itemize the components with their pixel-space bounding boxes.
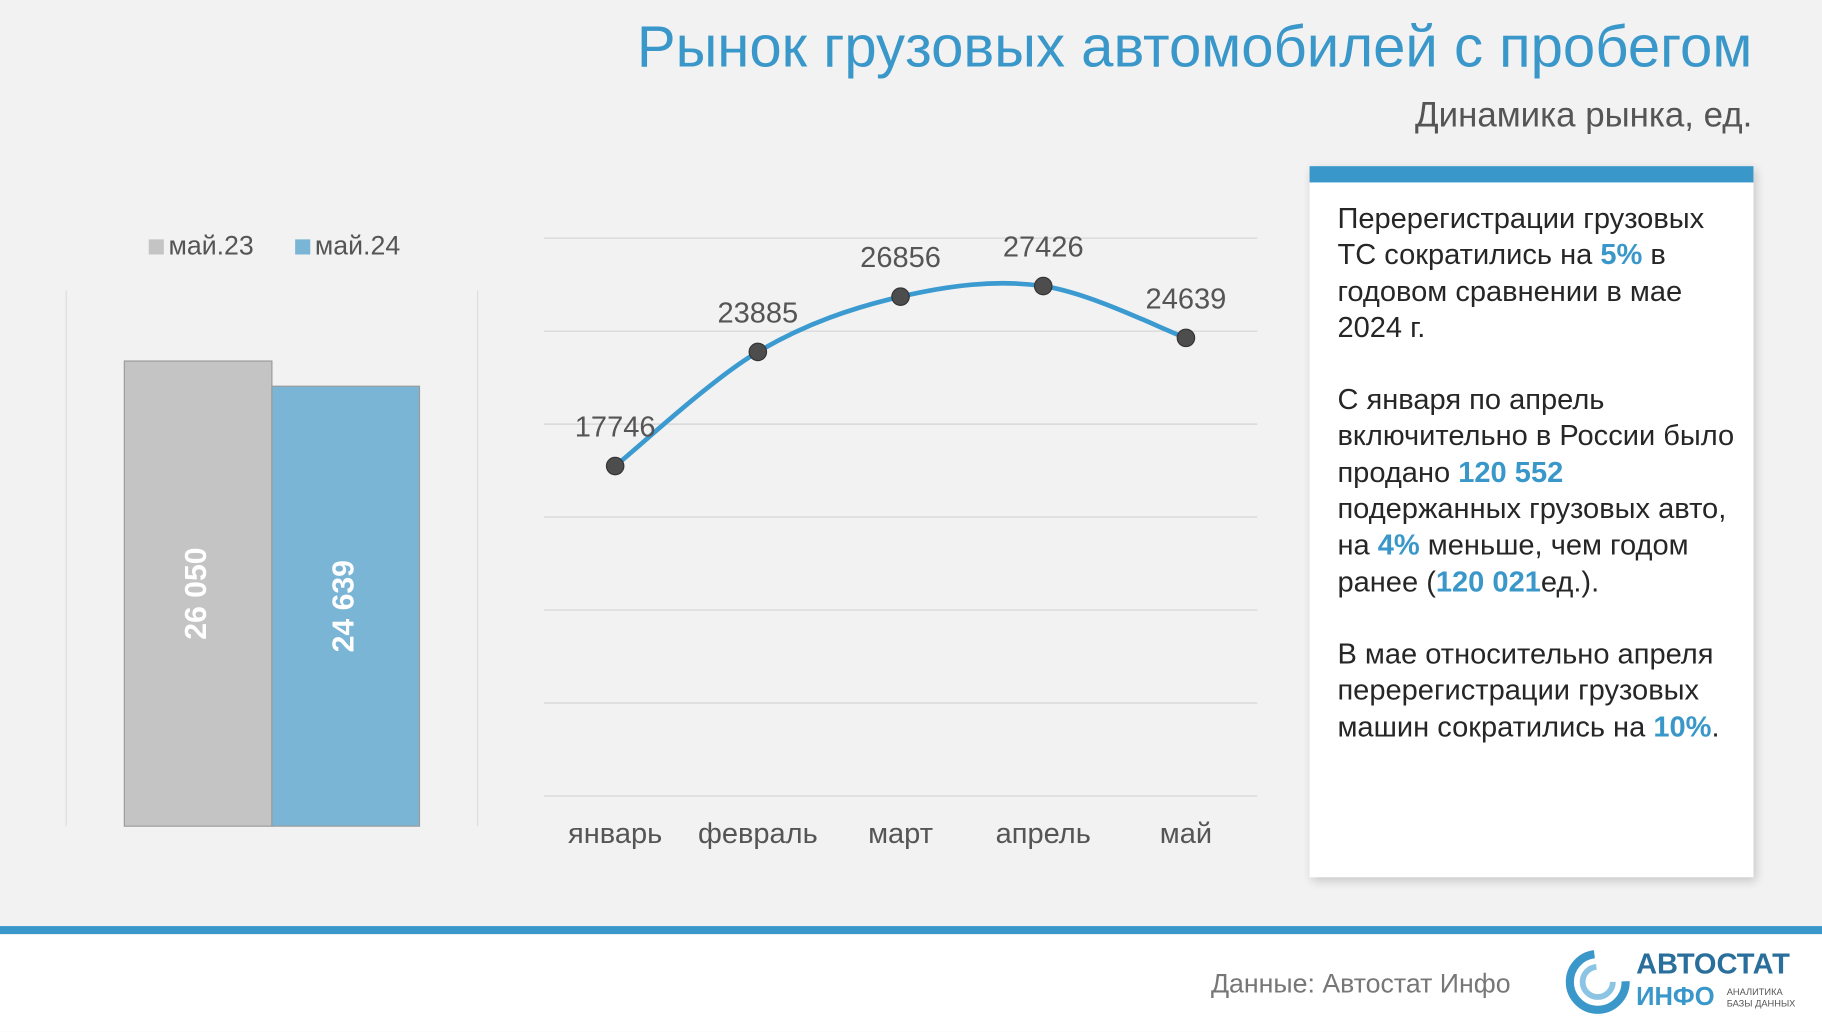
point <box>748 342 768 362</box>
logo-sub: ИНФО <box>1636 983 1715 1011</box>
sidebar-text: Перерегистрации грузовых ТС сократились … <box>1337 201 1746 782</box>
point <box>1033 276 1053 296</box>
text: В мае относительно апреля перерегистраци… <box>1337 637 1714 744</box>
bar-value-label: 24 639 <box>328 560 361 652</box>
text: меньше, чем годом ранее ( <box>1337 529 1689 599</box>
sidebar: Перерегистрации грузовых ТС сократились … <box>1309 166 1754 878</box>
line <box>613 280 1187 468</box>
logo-tagline: АНАЛИТИКА <box>1727 987 1784 997</box>
point-value-label: 26856 <box>860 242 941 274</box>
point-value-label: 27426 <box>1003 232 1084 264</box>
footer-band <box>0 934 1822 1032</box>
highlight: 4% <box>1377 529 1420 562</box>
logo-name: АВТОСТАТ <box>1636 948 1790 980</box>
paragraph: Перерегистрации грузовых ТС сократились … <box>1337 201 1746 346</box>
text: ед.). <box>1540 565 1600 599</box>
bar <box>123 360 273 827</box>
subtitle: Динамика рынка, ед. <box>1415 96 1752 135</box>
logo-ring-inner <box>1579 963 1616 1000</box>
bar <box>271 385 421 827</box>
x-tick-label: апрель <box>996 818 1091 850</box>
sidebar-accent-bar <box>1309 166 1754 183</box>
highlight: 5% <box>1600 238 1643 272</box>
legend-label: май.23 <box>168 231 253 261</box>
point-value-label: 17746 <box>575 412 656 444</box>
highlight: 10% <box>1653 710 1712 744</box>
text: С января по апрель включительно в России… <box>1337 383 1735 489</box>
legend-label: май.24 <box>315 231 400 261</box>
point <box>891 287 910 306</box>
title: Рынок грузовых автомобилей с пробегом <box>637 14 1752 79</box>
x-tick-label: январь <box>568 818 662 850</box>
highlight: 120 021 <box>1435 565 1541 599</box>
text: в годовом сравнении в мае 2024 г. <box>1337 238 1683 344</box>
x-tick-label: февраль <box>698 818 818 850</box>
highlight: 120 552 <box>1458 456 1564 489</box>
x-tick-label: март <box>868 818 933 850</box>
source: Данные: Автостат Инфо <box>1211 968 1511 998</box>
text: Перерегистрации грузовых ТС сократились … <box>1337 202 1705 272</box>
paragraph: С января по апрель включительно в России… <box>1337 383 1746 601</box>
point-value-label: 23885 <box>717 297 798 329</box>
legend-swatch <box>148 239 164 255</box>
point <box>605 456 625 476</box>
legend-swatch <box>295 239 311 255</box>
bar-value-label: 26 050 <box>180 547 213 639</box>
point-value-label: 24639 <box>1146 283 1227 315</box>
text: подержанных грузовых авто, на <box>1337 492 1727 562</box>
logo-tagline: БАЗЫ ДАННЫХ <box>1727 998 1796 1008</box>
point <box>1176 328 1196 348</box>
x-tick-label: май <box>1160 818 1212 850</box>
text: . <box>1711 710 1720 744</box>
logo-ring <box>1565 949 1630 1014</box>
paragraph: В мае относительно апреля перерегистраци… <box>1337 637 1746 746</box>
logo: АВТОСТАТ ИНФО АНАЛИТИКА БАЗЫ ДАННЫХ <box>1565 948 1796 1014</box>
footer-line <box>0 926 1822 935</box>
